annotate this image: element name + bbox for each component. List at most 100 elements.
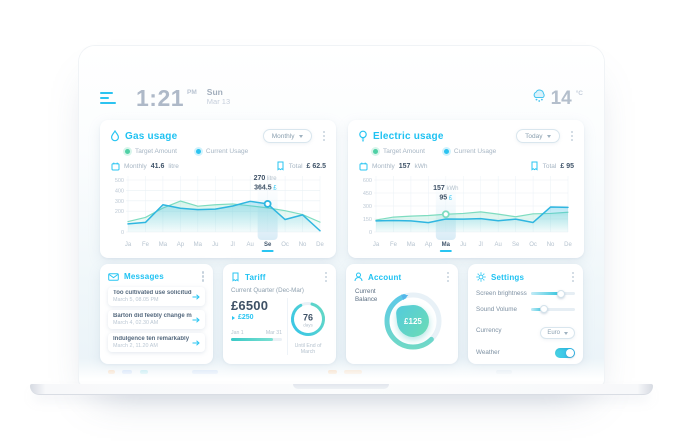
- arrow-right-icon[interactable]: [192, 339, 200, 346]
- message-item[interactable]: Too cultivated use solicitude March 5, 08…: [108, 287, 205, 306]
- messages-card: Messages Too cultivated use solicitude Ma…: [100, 264, 213, 364]
- messages-menu-icon[interactable]: [201, 271, 204, 274]
- setting-row-weather: Weather: [476, 347, 575, 358]
- svg-text:Ja: Ja: [125, 242, 132, 248]
- receipt-icon: [531, 161, 538, 171]
- screen-brightness-slider-knob[interactable]: [556, 289, 565, 298]
- user-icon: [354, 272, 363, 282]
- balance-gauge: £125: [380, 288, 446, 354]
- gas-droplet-icon: [110, 130, 120, 142]
- balance-value: £125: [404, 316, 422, 326]
- svg-text:150: 150: [363, 217, 372, 223]
- message-timestamp: March 4, 02.30 AM: [113, 320, 159, 326]
- gas-usage-card: Gas usage Monthly Target Amount Current …: [100, 120, 336, 258]
- tariff-caption: Until End of March: [294, 343, 322, 355]
- time-value: 1:21: [136, 84, 185, 111]
- account-title: Account: [368, 272, 402, 282]
- tariff-receipt-icon: [232, 272, 239, 282]
- account-menu-icon[interactable]: [446, 271, 449, 275]
- svg-text:Ja: Ja: [373, 242, 380, 248]
- gas-usage-chart[interactable]: 0 200 300 400 500 Ja Fe Ma Ap Ma Ju Jl Au Se Oc No De 270…: [110, 172, 326, 262]
- settings-rows: Screen brightness Sound Volume Currency Eur…: [476, 289, 575, 358]
- sound-volume-slider[interactable]: [531, 305, 575, 313]
- weather-label: Weather: [476, 349, 500, 356]
- tariff-card: Tariff Current Quarter (Dec-Mar) £6500 £…: [223, 264, 336, 364]
- svg-text:Ju: Ju: [460, 242, 466, 248]
- svg-text:450: 450: [363, 191, 372, 197]
- settings-title: Settings: [491, 272, 525, 282]
- svg-text:157 kWh: 157 kWh: [433, 185, 458, 192]
- svg-text:400: 400: [115, 188, 124, 194]
- svg-text:300: 300: [363, 204, 372, 210]
- message-text: Barton did feebly change man: [113, 313, 192, 319]
- days-remaining-ring: 76 days: [291, 302, 325, 336]
- svg-text:No: No: [299, 242, 307, 248]
- quarter-progress-bar[interactable]: [231, 338, 282, 341]
- gas-info-row: Monthly 41.6 litre Total £ 62.5: [111, 161, 326, 171]
- tariff-menu-icon[interactable]: [324, 271, 327, 275]
- menu-icon[interactable]: [100, 91, 116, 105]
- svg-text:600: 600: [363, 178, 372, 184]
- chevron-down-icon: [546, 134, 551, 138]
- quarter-progress-fill: [231, 338, 273, 341]
- message-timestamp: March 2, 11.20 AM: [113, 343, 158, 349]
- arrow-right-icon[interactable]: [192, 293, 200, 300]
- electric-period-dropdown[interactable]: Today: [516, 129, 560, 143]
- message-item[interactable]: Indulgence ten remarkably March 2, 11.20 …: [108, 333, 205, 352]
- envelope-icon: [108, 272, 119, 281]
- laptop-base-notch: [293, 384, 389, 389]
- svg-text:Ma: Ma: [159, 242, 168, 248]
- balance-gauge-ring: [384, 292, 442, 350]
- gas-card-menu-icon[interactable]: [322, 130, 325, 134]
- electric-usage-card: Electric usage Today Target Amount Curre…: [348, 120, 584, 258]
- dashboard: 1:21 PM Sun Mar 13 14 °C: [79, 46, 604, 386]
- svg-text:De: De: [564, 242, 572, 248]
- day-label: Sun: [206, 86, 223, 97]
- electric-card-menu-icon[interactable]: [570, 130, 573, 134]
- gas-card-title: Gas usage: [125, 130, 178, 142]
- days-remaining-value: 76: [303, 313, 313, 323]
- arrow-right-icon[interactable]: [192, 316, 200, 323]
- currency-dropdown[interactable]: Euro: [540, 327, 575, 339]
- account-card: Account Current Balance: [346, 264, 458, 364]
- gauge-arrow-icon: [401, 294, 409, 301]
- gas-legend: Target Amount Current Usage: [125, 148, 326, 155]
- cutoff-content-hint: [100, 368, 584, 376]
- electric-info-row: Monthly 157 kWh Total £ 95: [359, 161, 574, 171]
- svg-text:Au: Au: [495, 242, 502, 248]
- svg-text:0: 0: [369, 230, 372, 236]
- gas-period-dropdown[interactable]: Monthly: [262, 129, 312, 143]
- current-legend-dot: [195, 149, 201, 154]
- target-legend-dot: [373, 149, 378, 154]
- message-item[interactable]: Barton did feebly change man March 4, 02.…: [108, 310, 205, 329]
- messages-title: Messages: [124, 272, 164, 281]
- sound-volume-label: Sound Volume: [476, 305, 517, 313]
- electric-legend: Target Amount Current Usage: [373, 148, 574, 155]
- target-legend-dot: [125, 149, 130, 154]
- svg-text:Ap: Ap: [177, 242, 185, 248]
- settings-menu-icon[interactable]: [571, 271, 574, 275]
- weather-toggle[interactable]: [555, 347, 575, 358]
- current-balance-label: Current Balance: [355, 288, 378, 304]
- days-remaining-label: days: [303, 323, 313, 328]
- temperature-value: 14: [550, 87, 572, 109]
- svg-text:Ma: Ma: [442, 242, 451, 248]
- svg-text:Se: Se: [264, 242, 272, 248]
- tariff-period: Jan 1 Mar 31: [231, 330, 282, 336]
- electric-usage-chart[interactable]: 0 150 300 450 600 Ja Fe Ma Ap Ma Ju Jl Au Se Oc No De 157…: [358, 172, 574, 262]
- gear-icon: [476, 272, 486, 282]
- tariff-delta: £250: [231, 314, 282, 321]
- svg-text:Jl: Jl: [231, 242, 235, 248]
- svg-text:0: 0: [121, 230, 124, 236]
- svg-text:Ap: Ap: [425, 242, 433, 248]
- electric-card-title: Electric usage: [373, 130, 444, 142]
- settings-card: Settings Screen brightness Sound Volume Cu…: [468, 264, 583, 364]
- weather-widget: 14 °C: [531, 89, 583, 108]
- svg-text:Ma: Ma: [407, 242, 416, 248]
- receipt-icon: [277, 161, 284, 171]
- screen-brightness-slider[interactable]: [531, 289, 575, 298]
- sound-volume-slider-knob[interactable]: [540, 305, 549, 313]
- bulb-icon: [359, 130, 367, 142]
- calendar-icon: [359, 162, 368, 170]
